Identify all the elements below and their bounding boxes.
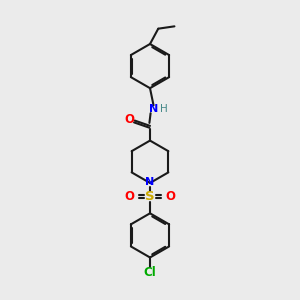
Text: N: N	[149, 104, 158, 114]
Text: Cl: Cl	[144, 266, 156, 279]
Text: O: O	[165, 190, 175, 203]
Text: O: O	[125, 190, 135, 203]
Text: H: H	[160, 104, 168, 114]
Text: S: S	[145, 190, 155, 203]
Text: N: N	[146, 177, 154, 187]
Text: O: O	[124, 113, 134, 126]
